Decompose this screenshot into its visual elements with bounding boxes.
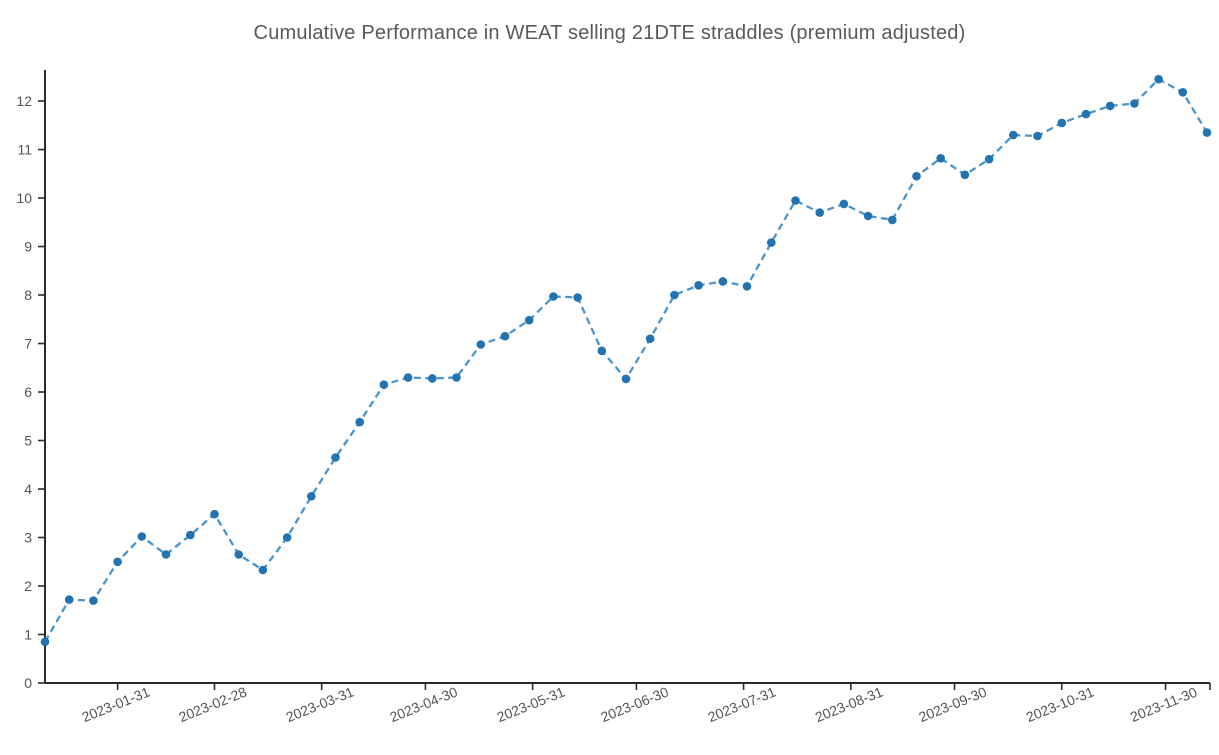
data-point xyxy=(960,170,970,180)
data-point xyxy=(984,154,994,164)
data-point xyxy=(64,595,74,604)
data-point xyxy=(210,509,219,519)
data-point xyxy=(355,417,365,427)
data-point xyxy=(403,373,413,382)
data-point xyxy=(815,208,824,217)
x-tick-label: 2023-03-31 xyxy=(284,683,357,725)
data-point xyxy=(1178,88,1188,97)
x-tick-label: 2023-02-28 xyxy=(176,683,249,725)
y-tick-label: 11 xyxy=(17,142,32,158)
y-tick-label: 4 xyxy=(24,481,32,497)
data-point xyxy=(1033,131,1042,141)
data-point xyxy=(621,374,631,384)
data-point xyxy=(113,557,122,567)
data-point xyxy=(524,315,534,325)
y-tick-label: 10 xyxy=(16,190,32,206)
data-point xyxy=(1009,130,1018,140)
data-point xyxy=(1154,74,1163,84)
data-point xyxy=(791,196,800,205)
data-point xyxy=(40,637,50,647)
y-tick-label: 5 xyxy=(24,433,32,449)
y-tick-label: 3 xyxy=(24,530,32,546)
x-tick-label: 2023-05-31 xyxy=(495,683,568,725)
y-tick-label: 9 xyxy=(24,239,32,255)
data-point xyxy=(186,530,195,540)
x-tick-label: 2023-07-31 xyxy=(706,683,779,725)
data-point xyxy=(863,211,873,221)
performance-line xyxy=(44,78,1208,643)
x-tick-label: 2023-08-31 xyxy=(813,683,886,725)
data-point xyxy=(234,550,243,559)
data-point xyxy=(89,596,98,605)
data-point xyxy=(1202,128,1212,137)
data-point xyxy=(331,453,340,462)
data-point xyxy=(428,374,437,383)
data-point xyxy=(573,293,582,302)
data-point xyxy=(549,292,558,301)
y-tick-label: 6 xyxy=(24,384,32,400)
x-tick-label: 2023-06-30 xyxy=(598,683,671,725)
x-tick-label: 2023-04-30 xyxy=(387,683,460,725)
data-point xyxy=(936,154,945,163)
data-point xyxy=(500,331,510,341)
data-point xyxy=(670,290,679,300)
x-tick-label: 2023-10-31 xyxy=(1024,683,1097,725)
y-tick-label: 2 xyxy=(24,578,32,594)
data-point xyxy=(597,346,607,356)
data-point xyxy=(137,532,147,541)
data-point xyxy=(645,334,655,344)
y-tick-label: 0 xyxy=(24,675,32,691)
data-point xyxy=(694,281,703,290)
y-tick-label: 1 xyxy=(24,627,32,643)
data-point xyxy=(1081,109,1091,119)
data-point xyxy=(767,238,776,247)
data-point xyxy=(258,565,268,575)
data-point xyxy=(476,340,486,349)
data-point xyxy=(1105,101,1115,111)
y-tick-label: 8 xyxy=(24,287,32,303)
data-point xyxy=(839,199,849,209)
x-tick-label: 2023-09-30 xyxy=(916,683,989,725)
data-point xyxy=(161,550,171,559)
data-point xyxy=(742,282,752,291)
data-point xyxy=(307,492,316,501)
data-point xyxy=(888,215,897,225)
x-tick-label: 2023-01-31 xyxy=(80,683,153,725)
data-point xyxy=(718,277,728,286)
x-tick-label: 2023-11-30 xyxy=(1128,684,1200,725)
data-point xyxy=(282,533,292,542)
data-point xyxy=(379,380,389,390)
y-tick-label: 12 xyxy=(16,93,32,109)
data-point xyxy=(452,373,461,382)
y-tick-label: 7 xyxy=(24,336,32,352)
data-point xyxy=(1057,118,1067,128)
data-point xyxy=(1130,99,1139,108)
chart-title: Cumulative Performance in WEAT selling 2… xyxy=(253,22,966,44)
data-point xyxy=(912,171,921,181)
